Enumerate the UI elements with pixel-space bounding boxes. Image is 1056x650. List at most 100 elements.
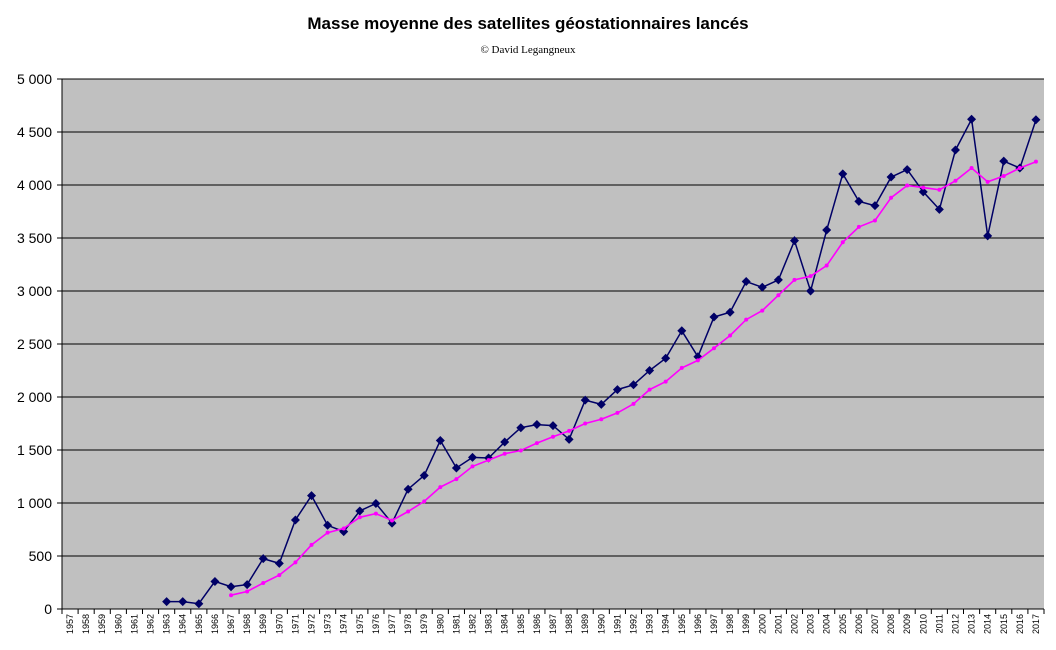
x-tick-label: 1985 [516,614,526,634]
data-point [551,434,555,439]
data-point [403,484,413,494]
y-tick-label: 4 000 [17,177,52,193]
x-tick-label: 2000 [757,614,767,634]
x-tick-label: 1991 [612,614,622,634]
x-tick-label: 2012 [950,614,960,634]
data-point [695,358,700,363]
data-point [647,387,652,392]
x-tick-label: 1990 [596,614,606,634]
data-point [808,274,813,279]
x-tick-label: 2010 [918,614,928,634]
x-tick-label: 2011 [934,614,944,633]
data-point [822,225,832,235]
data-point [323,520,333,530]
y-tick-label: 1 500 [17,442,52,458]
data-point [245,589,250,594]
data-point [309,542,314,547]
x-axis-ticks: 1957 1958 1959 1960 1961 1962 1963 1964 1965 1966… [61,609,1045,634]
x-tick-label: 1982 [468,614,478,634]
x-tick-label: 2013 [967,614,977,634]
data-point [985,179,990,184]
x-tick-label: 2017 [1031,614,1041,634]
data-point [532,420,542,430]
x-tick-label: 1961 [129,614,139,634]
data-point [229,593,234,598]
x-tick-label: 1986 [532,614,542,634]
x-tick-label: 1967 [226,614,236,634]
series [162,114,1041,609]
x-tick-label: 2007 [870,614,880,634]
data-point [760,308,765,313]
x-tick-label: 1962 [146,614,156,634]
data-point [615,410,620,415]
data-point [969,166,974,171]
data-point [679,365,684,370]
data-point [1017,166,1022,171]
x-tick-label: 1996 [693,614,703,634]
x-tick-label: 1960 [113,614,123,634]
data-point [341,526,346,531]
x-tick-label: 1994 [661,614,671,634]
data-point [502,451,507,456]
x-tick-label: 2006 [854,614,864,634]
data-point [564,434,574,444]
x-tick-label: 1998 [725,614,735,634]
data-point [307,491,317,501]
data-point [486,458,491,463]
x-tick-label: 1977 [387,614,397,634]
x-tick-label: 1963 [162,614,172,634]
data-point [872,218,877,223]
data-point [387,518,397,528]
x-tick-label: 1993 [645,614,655,634]
data-point [806,286,816,296]
data-point [757,282,767,292]
x-tick-label: 1964 [178,614,188,634]
x-tick-label: 1975 [355,614,365,634]
x-tick-label: 2005 [838,614,848,634]
x-tick-label: 1980 [435,614,445,634]
x-tick-label: 1997 [709,614,719,634]
data-point [1033,159,1038,164]
y-tick-label: 3 000 [17,283,52,299]
data-point [999,156,1009,166]
data-point [518,448,523,453]
data-point [711,346,716,351]
x-tick-label: 2014 [983,614,993,634]
data-point [789,236,799,246]
x-tick-label: 2003 [806,614,816,634]
data-point [631,401,636,406]
data-point [661,353,671,363]
data-point [534,441,539,446]
x-tick-label: 2015 [999,614,1009,634]
data-point [371,499,381,509]
x-tick-label: 1974 [339,614,349,634]
data-point [937,187,942,192]
data-point [599,417,604,422]
data-point [454,477,459,482]
data-point [918,187,928,197]
x-tick-label: 1992 [628,614,638,634]
gridlines [62,78,1044,557]
data-point [435,435,445,445]
data-point [776,293,781,298]
data-point [261,581,266,586]
data-point [580,395,590,405]
x-tick-label: 1966 [210,614,220,634]
x-tick-label: 1972 [307,614,317,634]
data-point [886,172,896,182]
x-tick-label: 1989 [580,614,590,634]
data-point [470,464,475,469]
x-tick-label: 2004 [822,614,832,634]
data-point [905,183,910,188]
x-tick-label: 1971 [290,614,300,634]
data-point [840,240,845,245]
data-point [854,196,864,206]
data-point [500,437,510,447]
y-tick-label: 500 [29,548,53,564]
chart-subtitle: © David Legangneux [480,44,576,56]
y-tick-label: 2 000 [17,389,52,405]
data-point [162,597,172,607]
data-point [438,485,443,490]
data-point [967,114,977,124]
